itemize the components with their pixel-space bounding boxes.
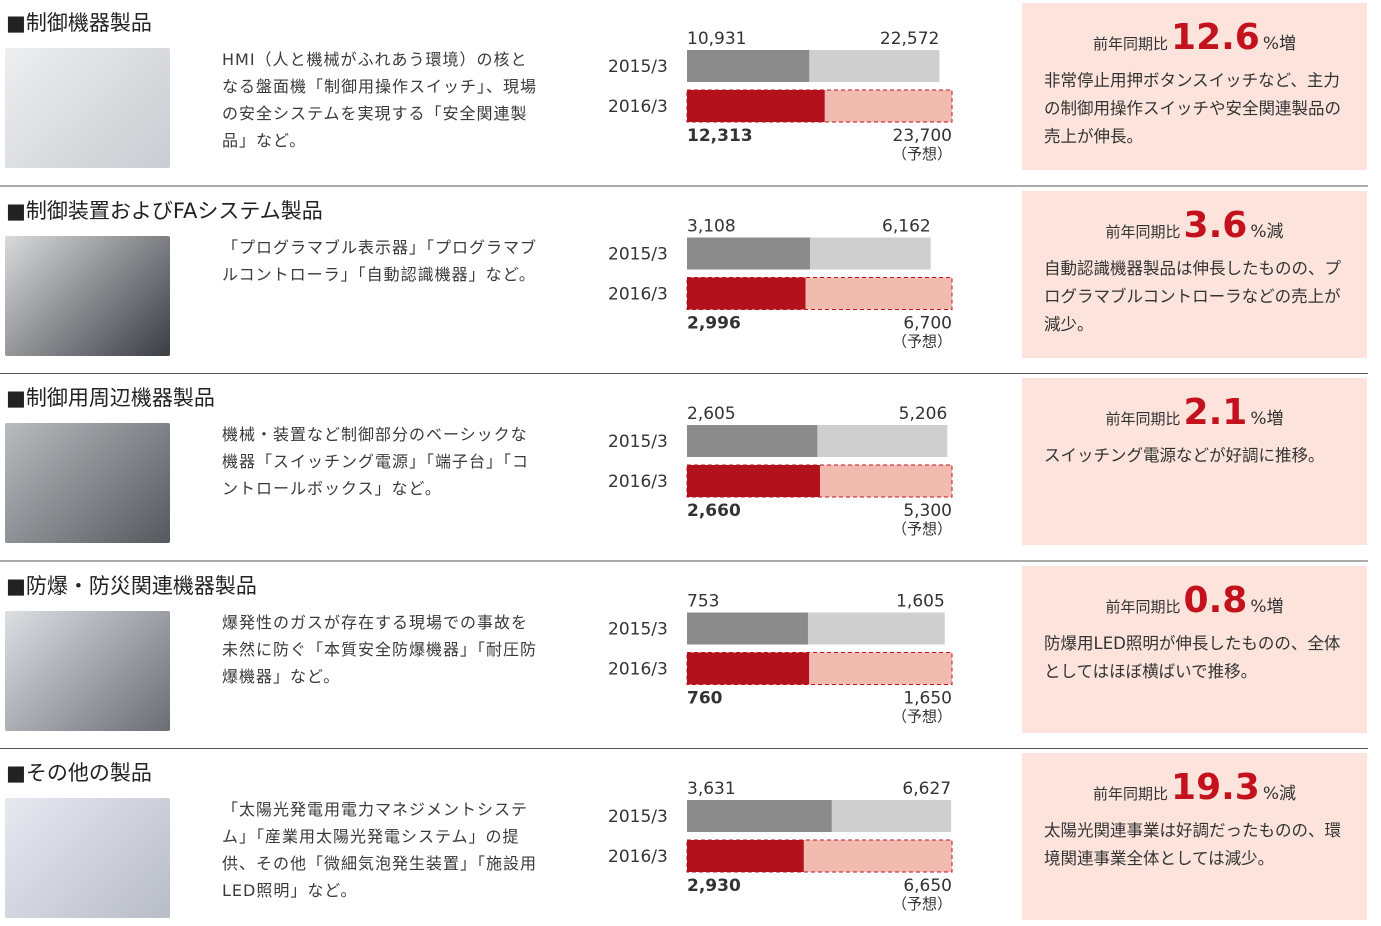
change-unit: %増 <box>1250 409 1283 429</box>
summary-text: 非常停止用押ボタンスイッチなど、主力の制御用操作スイッチや安全関連製品の売上が伸… <box>1044 67 1349 151</box>
summary-box: 前年同期比12.6%増非常停止用押ボタンスイッチなど、主力の制御用操作スイッチや… <box>1022 3 1367 170</box>
page: 2015/310,93122,5722016/312,31323,700（予想）… <box>0 0 1381 926</box>
period-label: 2015/3 <box>608 432 668 452</box>
forecast-note: （予想） <box>892 520 952 538</box>
interim-label: 2,660 <box>687 501 741 521</box>
change-unit: %減 <box>1263 784 1296 804</box>
interim-label: 3,631 <box>687 779 736 799</box>
interim-label: 760 <box>687 689 723 709</box>
change-value: 19.3 <box>1171 767 1260 808</box>
product-photo <box>5 236 170 356</box>
description: 機械・装置など制御部分のベーシックな機器「スイッチング電源」「端子台」「コントロ… <box>222 421 540 502</box>
description: 爆発性のガスが存在する現場での事故を未然に防ぐ「本質安全防爆機器」「耐圧防爆機器… <box>222 609 540 690</box>
interim-bar <box>687 653 809 685</box>
comparison-label: 前年同期比 <box>1093 35 1168 53</box>
summary-text: 太陽光関連事業は好調だったものの、環境関連事業全体としては減少。 <box>1044 817 1349 873</box>
period-label: 2016/3 <box>608 97 668 117</box>
interim-bar <box>687 840 804 872</box>
product-photo <box>5 48 170 168</box>
change-value: 3.6 <box>1184 205 1248 246</box>
comparison-label: 前年同期比 <box>1106 223 1181 241</box>
full-label: 6,700 <box>903 314 952 334</box>
period-label: 2015/3 <box>608 807 668 827</box>
full-label: 5,300 <box>903 501 952 521</box>
interim-bar <box>687 238 810 270</box>
interim-bar <box>687 50 809 82</box>
interim-label: 10,931 <box>687 29 746 49</box>
period-label: 2015/3 <box>608 57 668 77</box>
interim-bar <box>687 90 825 122</box>
summary-head: 前年同期比12.6%増 <box>1022 17 1367 58</box>
full-label: 1,605 <box>896 592 945 612</box>
period-label: 2016/3 <box>608 472 668 492</box>
full-label: 5,206 <box>899 404 948 424</box>
summary-text: スイッチング電源などが好調に推移。 <box>1044 442 1349 470</box>
summary-box: 前年同期比2.1%増スイッチング電源などが好調に推移。 <box>1022 378 1367 545</box>
summary-head: 前年同期比19.3%減 <box>1022 767 1367 808</box>
summary-text: 自動認識機器製品は伸長したものの、プログラマブルコントローラなどの売上が減少。 <box>1044 255 1349 339</box>
section-title: ■制御用周辺機器製品 <box>6 382 215 412</box>
comparison-label: 前年同期比 <box>1106 598 1181 616</box>
summary-head: 前年同期比3.6%減 <box>1022 205 1367 246</box>
forecast-note: （予想） <box>892 708 952 726</box>
change-unit: %減 <box>1250 222 1283 242</box>
summary-head: 前年同期比0.8%増 <box>1022 580 1367 621</box>
section-title: ■制御機器製品 <box>6 7 152 37</box>
full-label: 6,627 <box>902 779 951 799</box>
period-label: 2016/3 <box>608 847 668 867</box>
interim-bar <box>687 465 820 497</box>
interim-bar <box>687 613 808 645</box>
full-label: 6,162 <box>882 217 931 237</box>
period-label: 2016/3 <box>608 285 668 305</box>
section-title: ■その他の製品 <box>6 757 152 787</box>
full-label: 1,650 <box>903 689 952 709</box>
product-photo <box>5 423 170 543</box>
comparison-label: 前年同期比 <box>1093 785 1168 803</box>
description: 「プログラマブル表示器」「プログラマブルコントローラ」「自動認識機器」など。 <box>222 234 540 288</box>
description: 「太陽光発電用電力マネジメントシステム」「産業用太陽光発電システム」の提供、その… <box>222 796 540 904</box>
section-title: ■制御装置およびFAシステム製品 <box>6 195 323 225</box>
interim-bar <box>687 800 832 832</box>
change-value: 12.6 <box>1171 17 1260 58</box>
change-unit: %増 <box>1250 597 1283 617</box>
period-label: 2015/3 <box>608 245 668 265</box>
interim-label: 753 <box>687 592 719 612</box>
summary-box: 前年同期比0.8%増防爆用LED照明が伸長したものの、全体としてはほぼ横ばいで推… <box>1022 566 1367 733</box>
summary-box: 前年同期比19.3%減太陽光関連事業は好調だったものの、環境関連事業全体としては… <box>1022 753 1367 920</box>
forecast-note: （予想） <box>892 333 952 351</box>
change-value: 0.8 <box>1184 580 1248 621</box>
forecast-note: （予想） <box>892 145 952 163</box>
interim-label: 2,605 <box>687 404 736 424</box>
full-label: 22,572 <box>880 29 939 49</box>
interim-bar <box>687 425 817 457</box>
full-label: 6,650 <box>903 876 952 896</box>
change-value: 2.1 <box>1184 392 1248 433</box>
full-label: 23,700 <box>893 126 952 146</box>
change-unit: %増 <box>1263 34 1296 54</box>
summary-box: 前年同期比3.6%減自動認識機器製品は伸長したものの、プログラマブルコントローラ… <box>1022 191 1367 358</box>
period-label: 2016/3 <box>608 660 668 680</box>
summary-text: 防爆用LED照明が伸長したものの、全体としてはほぼ横ばいで推移。 <box>1044 630 1349 686</box>
interim-label: 2,996 <box>687 314 741 334</box>
summary-head: 前年同期比2.1%増 <box>1022 392 1367 433</box>
forecast-note: （予想） <box>892 895 952 913</box>
description: HMI（人と機械がふれあう環境）の核となる盤面機「制御用操作スイッチ」、現場の安… <box>222 46 540 154</box>
interim-bar <box>687 278 805 310</box>
product-photo <box>5 611 170 731</box>
interim-label: 3,108 <box>687 217 736 237</box>
product-photo <box>5 798 170 918</box>
comparison-label: 前年同期比 <box>1106 410 1181 428</box>
section-title: ■防爆・防災関連機器製品 <box>6 570 257 600</box>
period-label: 2015/3 <box>608 620 668 640</box>
interim-label: 12,313 <box>687 126 753 146</box>
interim-label: 2,930 <box>687 876 741 896</box>
